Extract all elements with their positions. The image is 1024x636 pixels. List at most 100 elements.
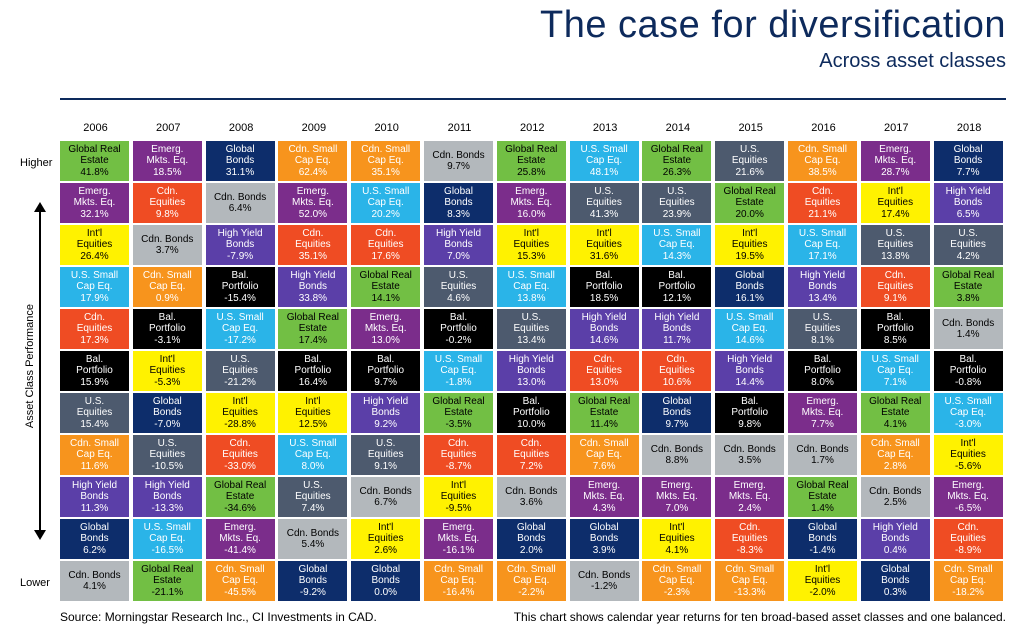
asset-class-label: U.S. Small (216, 311, 264, 323)
asset-class-label: Estate (444, 407, 473, 419)
asset-class-label: Cdn. (302, 227, 324, 239)
asset-class-label: Global (589, 521, 619, 533)
asset-class-label: Bal. (595, 269, 613, 281)
asset-class-label: Portfolio (658, 281, 696, 293)
return-value: 10.0% (517, 418, 546, 430)
return-value: 11.7% (663, 334, 691, 346)
return-cell: Emerg. Mkts. Eq. 28.7% (860, 141, 930, 181)
return-value: 31.1% (225, 166, 255, 178)
asset-class-label: Equities (440, 491, 477, 503)
asset-class-label: Int'l (378, 521, 394, 533)
title-divider (60, 98, 1006, 100)
return-value: 5.4% (301, 539, 325, 550)
asset-class-label: Int'l (960, 437, 976, 449)
return-value: 8.0% (301, 460, 325, 472)
asset-class-label: Equities (586, 197, 622, 209)
asset-class-label: Cdn. (593, 353, 615, 365)
asset-class-label: High Yield (799, 269, 846, 281)
asset-class-label: Bonds (735, 365, 764, 377)
return-value: 2.8% (883, 460, 907, 472)
return-value: -9.5% (445, 502, 472, 514)
asset-class-label: Global Real (941, 269, 995, 281)
return-value: 8.3% (447, 208, 470, 220)
return-cell: Bal. Portfolio 18.5% (569, 267, 639, 307)
return-value: 4.2% (956, 250, 980, 262)
return-cell: U.S. Equities 23.9% (642, 183, 712, 223)
asset-class-label: U.S. Small (362, 185, 410, 197)
return-cell: Cdn. Small Cap Eq. -2.2% (496, 561, 566, 601)
asset-class-label: Global Real (505, 143, 558, 155)
asset-class-label: Cap Eq. (731, 323, 768, 335)
asset-class-label: U.S. Small (726, 311, 774, 323)
asset-class-label: Cdn. Bonds (796, 443, 849, 455)
asset-class-label: Bonds (298, 281, 328, 293)
return-cell: Bal. Portfolio 9.8% (715, 393, 785, 433)
return-value: 2.4% (738, 502, 762, 514)
asset-class-label: Estate (808, 491, 837, 503)
asset-class-label: Bonds (953, 197, 983, 209)
return-value: 7.6% (592, 460, 616, 472)
asset-class-label: Cdn. Bonds (505, 485, 558, 497)
return-cell: Cdn. Small Cap Eq. 38.5% (788, 141, 857, 181)
asset-class-label: Cdn. Bonds (650, 443, 704, 455)
asset-class-label: High Yield (727, 353, 773, 365)
asset-class-label: Bonds (662, 407, 692, 419)
asset-class-label: Bonds (225, 239, 255, 251)
return-value: 13.0% (371, 334, 400, 346)
return-value: -10.5% (151, 460, 184, 472)
return-cell: Cdn. Bonds 8.8% (642, 435, 712, 475)
asset-class-label: Emerg. (515, 185, 548, 197)
return-value: 17.9% (80, 292, 109, 304)
return-cell: Int'l Equities 19.5% (715, 225, 785, 265)
asset-class-label: Emerg. (879, 143, 912, 155)
return-cell: High Yield Bonds 33.8% (278, 267, 348, 307)
asset-class-label: Equities (877, 197, 914, 209)
return-cell: Global Real Estate 17.4% (278, 309, 348, 349)
return-cell: Global Real Estate -21.1% (132, 561, 202, 601)
return-cell: Int'l Equities 2.6% (351, 519, 421, 559)
year-header-2016: 2016 (811, 122, 836, 134)
return-cell: High Yield Bonds 6.5% (933, 183, 1003, 223)
return-value: 4.1% (883, 418, 907, 430)
return-cell: Cdn. Equities -33.0% (205, 435, 275, 475)
return-cell: Bal. Portfolio -3.1% (132, 309, 202, 349)
return-value: -7.9% (227, 250, 254, 262)
return-cell: U.S. Equities 4.6% (424, 267, 493, 307)
return-value: 17.3% (80, 334, 109, 346)
return-cell: Global Real Estate 4.1% (860, 393, 930, 433)
source-note: Source: Morningstar Research Inc., CI In… (60, 610, 377, 624)
return-cell: Emerg. Mkts. Eq. -6.5% (933, 477, 1003, 517)
asset-class-label: High Yield (945, 185, 991, 197)
asset-class-label: Cap Eq. (76, 449, 113, 461)
return-value: 0.9% (155, 292, 179, 304)
asset-class-label: Equities (731, 239, 768, 251)
return-cell: Bal. Portfolio -0.8% (933, 351, 1003, 391)
return-cell: Int'l Equities -9.5% (424, 477, 493, 517)
asset-class-label: Cap Eq. (294, 155, 331, 167)
return-value: -7.0% (154, 418, 181, 430)
return-value: 11.4% (590, 418, 618, 430)
return-cell: Cdn. Small Cap Eq. 7.6% (569, 435, 639, 475)
return-cell: Cdn. Bonds -1.2% (569, 561, 639, 601)
asset-class-label: Global Real (432, 395, 485, 407)
return-value: -5.6% (955, 460, 982, 472)
return-cell: Global Real Estate 20.0% (715, 183, 785, 223)
return-value: 9.7% (665, 418, 689, 430)
asset-class-label: Bal. (668, 269, 686, 281)
return-value: 6.4% (228, 203, 252, 214)
return-cell: Bal. Portfolio 15.9% (60, 351, 129, 391)
asset-class-label: Estate (298, 323, 328, 335)
return-value: 31.6% (589, 250, 619, 262)
return-cell: U.S. Equities 8.1% (788, 309, 857, 349)
year-header-2006: 2006 (83, 122, 108, 134)
asset-class-label: High Yield (217, 227, 263, 239)
asset-class-label: Portfolio (512, 407, 550, 419)
asset-class-label: Cdn. Small (506, 563, 556, 575)
return-value: 19.5% (735, 250, 764, 262)
return-value: 14.6% (735, 334, 764, 346)
return-value: 15.9% (80, 376, 109, 388)
asset-class-label: Cdn. Bonds (141, 233, 194, 245)
return-value: -3.1% (154, 334, 181, 346)
return-value: -41.4% (224, 544, 256, 556)
asset-class-label: U.S. Small (507, 269, 555, 281)
